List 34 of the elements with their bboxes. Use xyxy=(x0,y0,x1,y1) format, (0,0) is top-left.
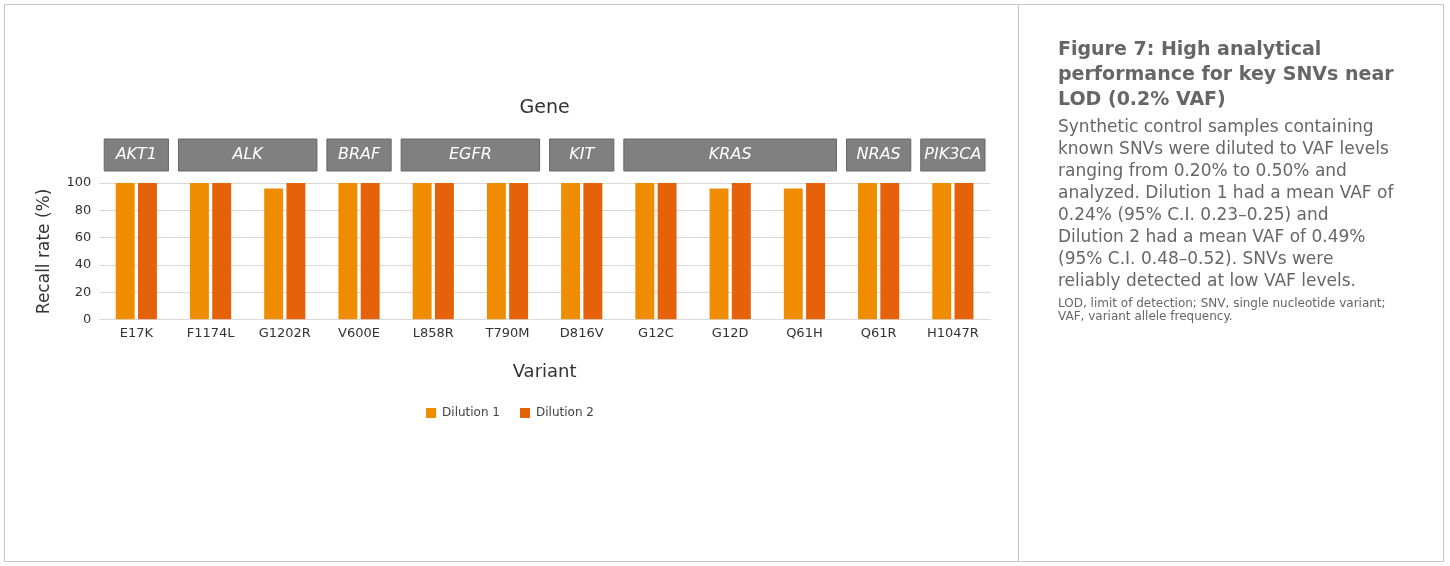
x-tick-label: V600E xyxy=(338,324,380,340)
text: LOD, limit of detection; SNV, single nucleotide variant; VAF, variant allele frequency. xyxy=(1058,296,1387,323)
x-tick-label: Q61H xyxy=(786,324,823,340)
y-tick-label: 0 xyxy=(82,311,92,327)
y-tick-label: 40 xyxy=(74,256,92,272)
text: Synthetic control samples containing known SNVs were diluted to VAF levels ranging from 0.20% to 0.50% and analyzed. Dilution 1 had a mean VAF of 0.24% (95% C.I. 0.23–0.25) and Dilution 2 had a mean VAF of 0.49% (95% C.I. 0.48–0.52). SNVs were reliably detected at low VAF levels. xyxy=(1058,115,1395,291)
text: NRAS xyxy=(856,144,901,164)
x-tick-label: T790M xyxy=(484,324,530,340)
y-axis-title: Recall rate (%) xyxy=(32,188,53,315)
text: Figure 7: High analytical performance for key SNVs near LOD (0.2% VAF) xyxy=(1058,36,1395,111)
legend-label: Dilution 2 xyxy=(536,405,594,420)
x-tick-label: H1047R xyxy=(926,324,979,340)
x-tick-label: G12D xyxy=(711,324,749,340)
text: Gene xyxy=(519,94,570,117)
text: ALK xyxy=(231,144,265,164)
y-tick-label: 100 xyxy=(66,174,92,190)
x-tick-label: Q61R xyxy=(860,324,897,340)
legend-label: Dilution 1 xyxy=(442,405,500,420)
text: PIK3CA xyxy=(924,144,982,164)
x-tick-label: G1202R xyxy=(258,324,311,340)
y-tick-label: 80 xyxy=(74,201,92,217)
x-tick-label: D816V xyxy=(559,324,604,340)
x-axis-title: Variant xyxy=(512,359,577,381)
text: BRAF xyxy=(337,144,381,164)
text: EGFR xyxy=(448,144,492,164)
x-tick-label: G12C xyxy=(638,324,674,340)
text: KRAS xyxy=(708,144,752,164)
y-tick-label: 60 xyxy=(74,229,92,245)
x-tick-label: L858R xyxy=(412,324,454,340)
x-tick-label: F1174L xyxy=(186,324,236,340)
y-tick-label: 20 xyxy=(74,283,92,299)
text: KIT xyxy=(569,144,596,164)
x-tick-label: E17K xyxy=(119,324,154,340)
text: AKT1 xyxy=(114,144,158,164)
